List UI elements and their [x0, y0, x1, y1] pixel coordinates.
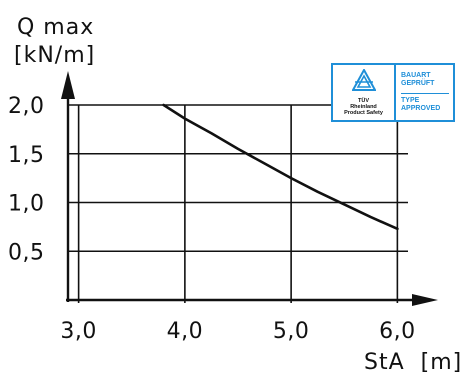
- tuv-brand-line2: Rheinland: [350, 104, 377, 110]
- badge-divider: [401, 93, 449, 94]
- chart-labels: Q max [kN/m] StA [m] 0,5 1,0 1,5 2,0 3,0 4,0 5…: [8, 15, 461, 375]
- y-tick-label-2: 1,5: [8, 143, 45, 168]
- x-axis-arrow: [412, 294, 438, 306]
- tuv-certification-badge: TÜV Rheinland Product Safety BAUART GEPR…: [331, 63, 455, 122]
- y-tick-label-3: 2,0: [8, 94, 45, 119]
- x-tick-label-0: 3,0: [60, 319, 97, 344]
- x-tick-label-3: 6,0: [379, 319, 416, 344]
- x-axis-title: StA [m]: [364, 350, 461, 375]
- tuv-logo-block: TÜV Rheinland Product Safety: [333, 65, 396, 120]
- y-axis-title-line1: Q max: [17, 15, 94, 40]
- chart-series: [162, 103, 399, 231]
- badge-line2: GEPRÜFT: [401, 80, 435, 87]
- y-axis-arrow: [61, 71, 75, 99]
- y-tick-label-1: 1,0: [8, 192, 45, 217]
- tuv-approval-text: BAUART GEPRÜFT TYPE APPROVED: [396, 65, 453, 120]
- chart-grid: [68, 104, 408, 303]
- x-tick-label-2: 5,0: [273, 319, 310, 344]
- tuv-brand-line3: Product Safety: [344, 110, 383, 116]
- tuv-brand-line1: TÜV: [358, 98, 369, 104]
- y-tick-label-0: 0,5: [8, 240, 45, 265]
- badge-line3: TYPE: [401, 97, 420, 104]
- chart-axes: [61, 71, 438, 306]
- tuv-triangle-icon: [352, 69, 376, 91]
- series-line-0: [162, 103, 399, 231]
- y-axis-title-line2: [kN/m]: [14, 43, 95, 68]
- badge-line1: BAUART: [401, 72, 431, 79]
- x-tick-label-1: 4,0: [167, 319, 204, 344]
- badge-line4: APPROVED: [401, 105, 441, 112]
